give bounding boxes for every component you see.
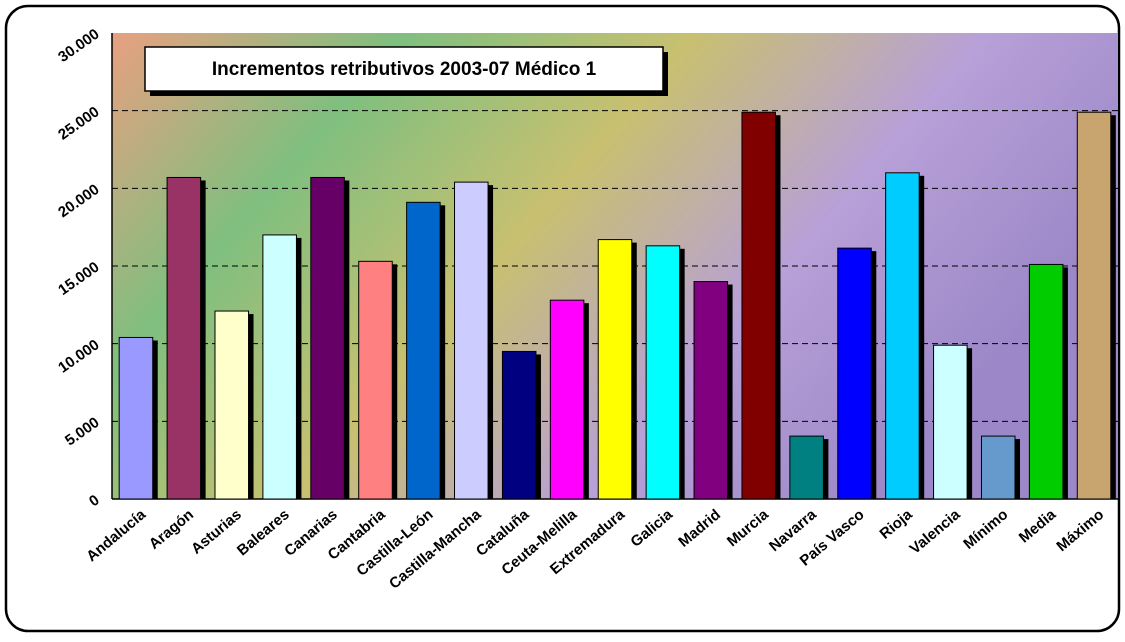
bar [886, 173, 920, 499]
bar [934, 345, 968, 499]
bar [598, 240, 632, 499]
bar [407, 202, 441, 499]
bar [646, 246, 680, 499]
bar [502, 351, 536, 499]
chart-title: Incrementos retributivos 2003-07 Médico … [212, 59, 597, 80]
bar [215, 311, 249, 499]
bar [550, 300, 584, 499]
bar [167, 177, 201, 499]
chart: 05.00010.00015.00020.00025.00030.000Anda… [0, 0, 1125, 637]
bar [790, 436, 824, 499]
bar [694, 282, 728, 499]
bar [1077, 112, 1111, 499]
bar [359, 261, 393, 499]
bar [742, 112, 776, 499]
bar [981, 436, 1015, 499]
bar [263, 235, 297, 499]
bar [1029, 264, 1063, 499]
bar [119, 337, 153, 499]
bar [311, 177, 345, 499]
bar [455, 182, 489, 499]
bar [838, 248, 872, 499]
